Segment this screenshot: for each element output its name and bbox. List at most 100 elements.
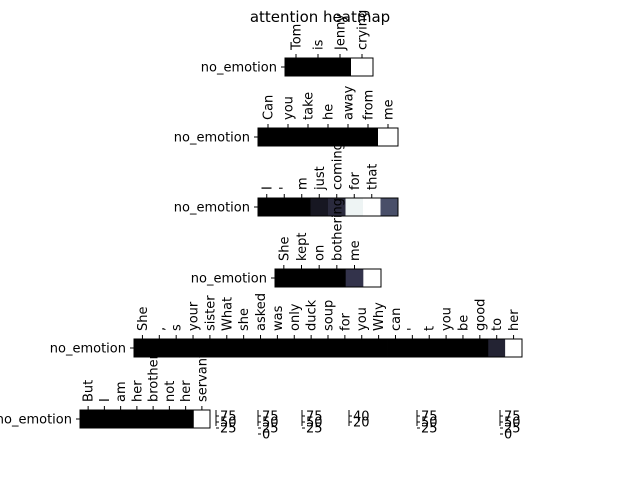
token-label: kept bbox=[295, 233, 310, 261]
colorbar-tick-label: 50 bbox=[421, 416, 438, 431]
token-label: me bbox=[348, 240, 363, 261]
row-label: no_emotion bbox=[201, 61, 277, 76]
colorbar-tick-label: 50 bbox=[220, 416, 237, 431]
colorbar-tick-label: 25 bbox=[504, 422, 521, 437]
token-label: I bbox=[260, 186, 275, 190]
colorbar-tick-label: 50 bbox=[262, 416, 279, 431]
heat-cell bbox=[128, 410, 146, 428]
colorbar-tick-label: 40 bbox=[353, 410, 370, 425]
heatmap-panel: no_emotion Can you take he away from me bbox=[174, 85, 399, 147]
heat-cell bbox=[378, 128, 399, 146]
token-label: soup bbox=[322, 300, 337, 331]
token-label: for bbox=[348, 171, 363, 190]
token-label: not bbox=[163, 381, 178, 402]
colorbar-tick-label: 25 bbox=[220, 422, 237, 437]
token-label: be bbox=[456, 315, 471, 331]
heat-cell bbox=[328, 269, 347, 287]
token-label: that bbox=[365, 164, 380, 190]
token-label: m bbox=[295, 177, 310, 190]
token-label: take bbox=[302, 92, 317, 120]
token-label: Why bbox=[372, 302, 387, 331]
heat-cell bbox=[112, 410, 130, 428]
heat-cell bbox=[329, 58, 352, 76]
token-label: brother bbox=[147, 353, 162, 402]
row-label: no_emotion bbox=[0, 413, 72, 428]
token-label: her bbox=[507, 309, 522, 331]
token-label: you bbox=[282, 96, 297, 120]
token-label: I bbox=[98, 398, 113, 402]
heat-cell bbox=[345, 269, 364, 287]
colorbar-tick-label: 75 bbox=[421, 410, 438, 425]
heat-cell bbox=[193, 410, 211, 428]
heat-cell bbox=[80, 410, 97, 428]
token-label: ' bbox=[406, 327, 421, 331]
heat-cell bbox=[505, 339, 523, 357]
token-label: she bbox=[237, 308, 252, 331]
heatmap-panel: no_emotion I ' m just coming for that bbox=[174, 142, 399, 217]
heat-cell bbox=[96, 410, 113, 428]
colorbar-tick-label: 50 bbox=[504, 416, 521, 431]
colorbar-tick-label: 25 bbox=[262, 422, 279, 437]
token-label: am bbox=[114, 381, 129, 402]
token-label: asked bbox=[254, 293, 269, 331]
heatmap-panel: no_emotion She, s your sister What she asked was… bbox=[50, 293, 523, 358]
heat-cell bbox=[150, 339, 169, 357]
heat-cell bbox=[258, 198, 276, 216]
heat-cell bbox=[292, 269, 311, 287]
colorbar-tick-label: 75 bbox=[504, 410, 521, 425]
colorbar-tick-label: 75 bbox=[306, 410, 323, 425]
heat-cell bbox=[275, 198, 294, 216]
token-label: me bbox=[382, 99, 397, 120]
token-label: from bbox=[362, 90, 377, 120]
token-label: servant bbox=[195, 353, 210, 402]
heat-cell bbox=[302, 339, 320, 357]
heat-cell bbox=[285, 339, 304, 357]
heat-cell bbox=[420, 339, 439, 357]
heat-cell bbox=[454, 339, 472, 357]
heat-cell bbox=[285, 58, 308, 76]
token-label: good bbox=[473, 299, 488, 331]
token-label: sister bbox=[203, 295, 218, 331]
heat-cell bbox=[298, 128, 319, 146]
heat-cell bbox=[218, 339, 236, 357]
heatmap-panel: no_emotion She kept on bothering me bbox=[191, 198, 382, 288]
heat-cell bbox=[134, 339, 152, 357]
token-label: just bbox=[313, 166, 328, 191]
heat-cell bbox=[268, 339, 287, 357]
colorbar-tick-label: 25 bbox=[421, 422, 438, 437]
token-label: can bbox=[389, 308, 404, 331]
token-label: t bbox=[423, 326, 438, 331]
heat-cell bbox=[403, 339, 422, 357]
heat-cell bbox=[161, 410, 178, 428]
heat-cell bbox=[363, 269, 382, 287]
heat-cell bbox=[184, 339, 202, 357]
token-label: her bbox=[179, 380, 194, 402]
heat-cell bbox=[351, 58, 374, 76]
token-label: What bbox=[220, 297, 235, 331]
colorbar-tick-label: 0 bbox=[262, 428, 270, 443]
heat-cell bbox=[275, 269, 294, 287]
token-label: he bbox=[322, 104, 337, 120]
heat-cell bbox=[358, 128, 379, 146]
token-label: to bbox=[490, 318, 505, 331]
colorbar-tick-label: 25 bbox=[306, 422, 323, 437]
token-label: your bbox=[187, 301, 202, 331]
token-label: coming bbox=[330, 142, 345, 190]
colorbar-tick-label: 50 bbox=[306, 416, 323, 431]
heat-cell bbox=[471, 339, 489, 357]
heat-cell bbox=[310, 198, 329, 216]
token-label: , bbox=[153, 327, 168, 331]
token-label: away bbox=[342, 85, 357, 120]
row-label: no_emotion bbox=[191, 272, 267, 287]
token-label: ' bbox=[278, 186, 293, 190]
token-label: Tom bbox=[290, 24, 305, 51]
heat-cell bbox=[310, 269, 329, 287]
heat-cell bbox=[363, 198, 381, 216]
token-label: She bbox=[277, 237, 292, 262]
heat-cell bbox=[380, 198, 399, 216]
